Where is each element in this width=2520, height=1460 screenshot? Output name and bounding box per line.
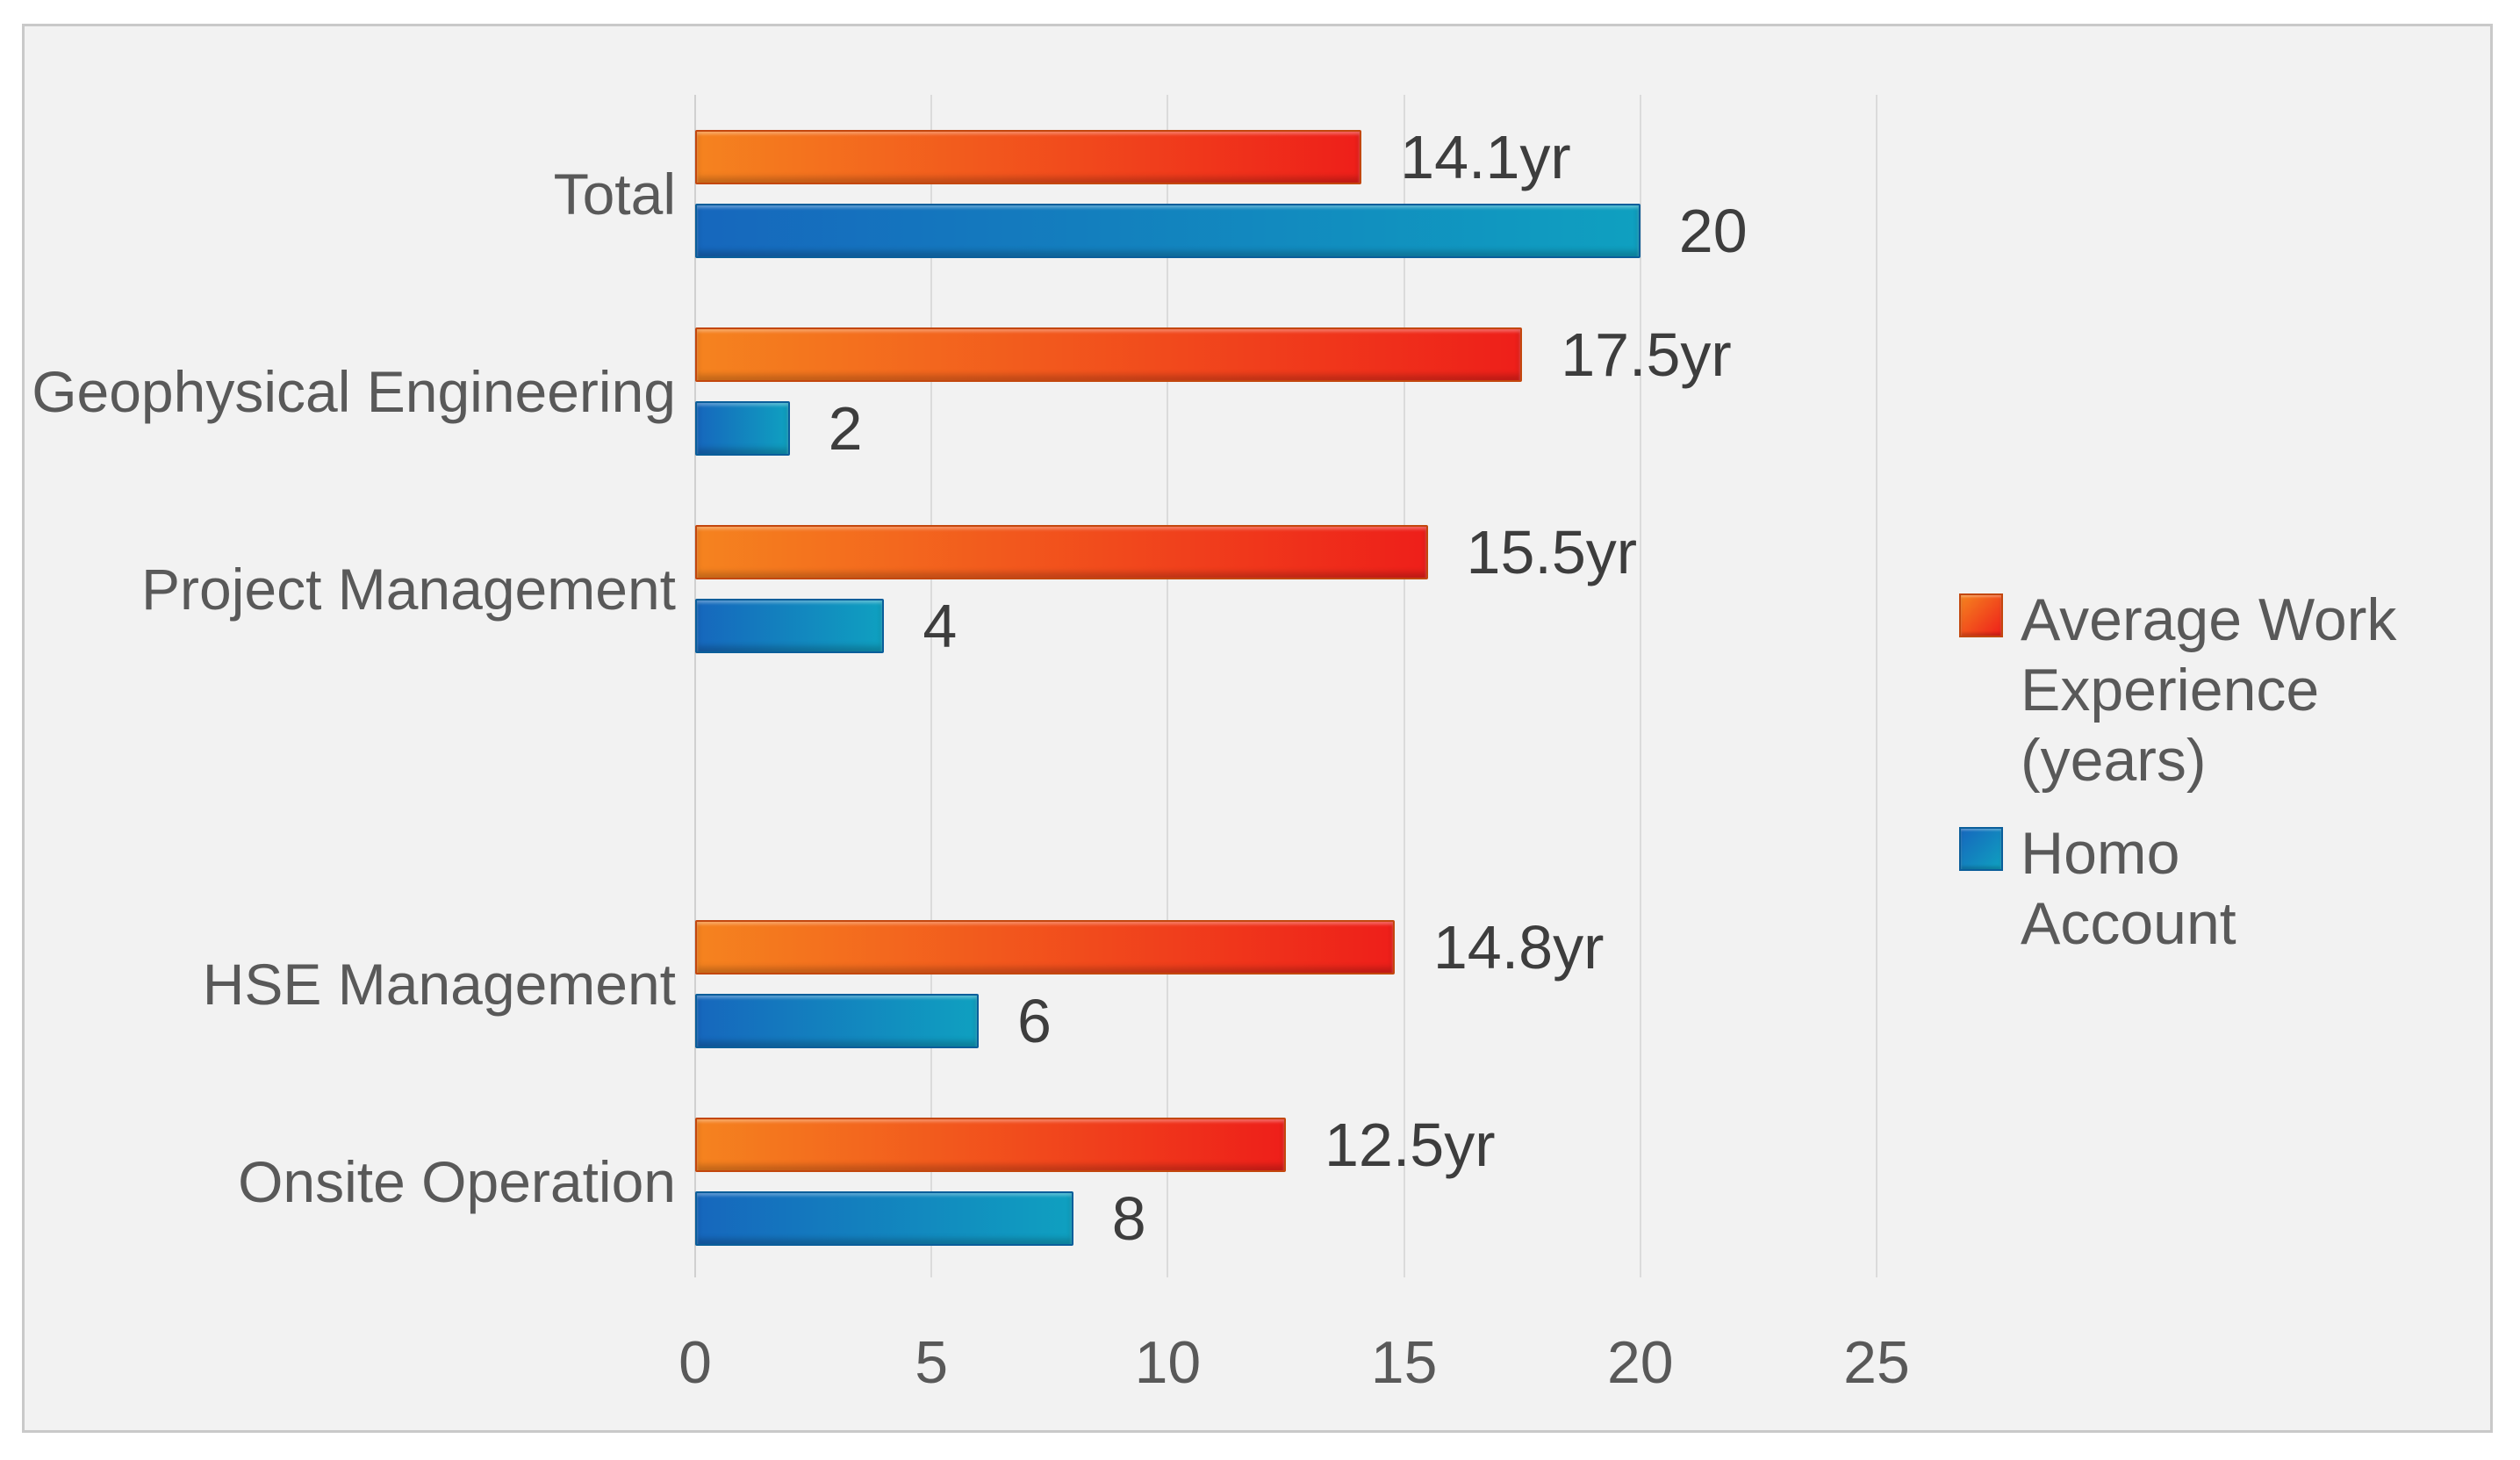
x-tick-label-5: 5 — [915, 1329, 949, 1396]
x-tick-label-10: 10 — [1134, 1329, 1202, 1396]
category-label-hse-management: HSE Management — [202, 952, 676, 1017]
data-label-homo-account-project-management: 4 — [923, 592, 958, 660]
legend-entry-average-work: Average Work Experience (years) — [1959, 585, 2503, 795]
gridline-5 — [930, 95, 933, 1277]
category-label-project-management: Project Management — [141, 557, 676, 622]
data-label-average-work-experience-years-total: 14.1yr — [1400, 123, 1571, 191]
category-label-total: Total — [553, 162, 676, 227]
gridline-20 — [1639, 95, 1641, 1277]
data-label-homo-account-onsite-operation: 8 — [1111, 1184, 1146, 1253]
legend-swatch-orange — [1959, 593, 2003, 637]
category-label-geophysical-engineering: Geophysical Engineering — [32, 359, 676, 424]
x-tick-label-0: 0 — [678, 1329, 712, 1396]
gridline-0 — [694, 95, 696, 1277]
homo-account-bar-project-management — [695, 599, 885, 653]
x-tick-label-25: 25 — [1843, 1329, 1910, 1396]
legend: Average Work Experience (years) Homo Acco… — [1959, 585, 2503, 959]
average-work-experience-years-bar-project-management — [695, 525, 1428, 579]
gridline-25 — [1876, 95, 1877, 1277]
data-label-average-work-experience-years-project-management: 15.5yr — [1466, 518, 1638, 586]
legend-swatch-blue — [1959, 827, 2003, 871]
gridline-15 — [1403, 95, 1405, 1277]
average-work-experience-years-bar-geophysical-engineering — [695, 327, 1523, 382]
homo-account-bar-geophysical-engineering — [695, 401, 790, 456]
legend-entry-homo: Homo Account — [1959, 818, 2503, 959]
average-work-experience-years-bar-hse-management — [695, 920, 1395, 975]
legend-label: Average Work Experience (years) — [2021, 586, 2397, 794]
category-label-onsite-operation: Onsite Operation — [238, 1149, 676, 1214]
average-work-experience-years-bar-onsite-operation — [695, 1118, 1286, 1172]
x-tick-label-20: 20 — [1606, 1329, 1674, 1396]
data-label-average-work-experience-years-hse-management: 14.8yr — [1432, 913, 1605, 982]
homo-account-bar-hse-management — [695, 994, 980, 1048]
data-label-homo-account-geophysical-engineering: 2 — [828, 394, 863, 463]
homo-account-bar-total — [695, 204, 1641, 258]
data-label-homo-account-total: 20 — [1678, 197, 1748, 265]
chart-panel — [22, 24, 2493, 1433]
data-label-average-work-experience-years-onsite-operation: 12.5yr — [1325, 1111, 1496, 1179]
average-work-experience-years-bar-total — [695, 130, 1362, 184]
x-tick-label-15: 15 — [1370, 1329, 1438, 1396]
gridline-10 — [1167, 95, 1169, 1277]
legend-label: Homo Account — [2021, 820, 2236, 957]
data-label-homo-account-hse-management: 6 — [1017, 987, 1052, 1055]
data-label-average-work-experience-years-geophysical-engineering: 17.5yr — [1561, 320, 1732, 389]
homo-account-bar-onsite-operation — [695, 1191, 1073, 1246]
